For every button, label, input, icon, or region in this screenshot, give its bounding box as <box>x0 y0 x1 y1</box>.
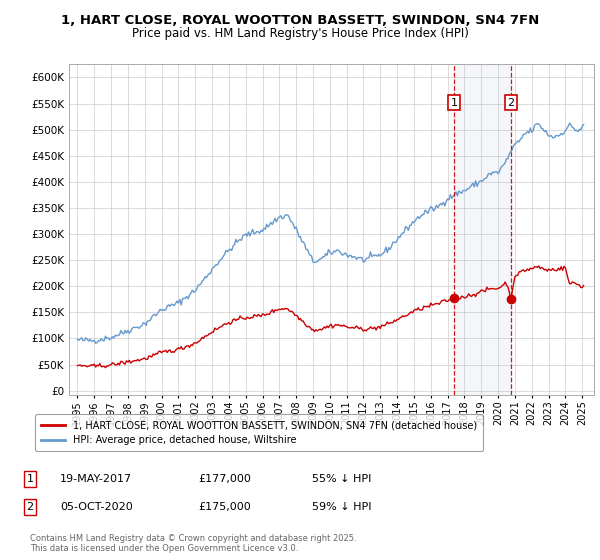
Bar <box>454 64 511 395</box>
Legend: 1, HART CLOSE, ROYAL WOOTTON BASSETT, SWINDON, SN4 7FN (detached house), HPI: Av: 1, HART CLOSE, ROYAL WOOTTON BASSETT, SW… <box>35 414 483 451</box>
Text: 55% ↓ HPI: 55% ↓ HPI <box>312 474 371 484</box>
Text: 1, HART CLOSE, ROYAL WOOTTON BASSETT, SWINDON, SN4 7FN: 1, HART CLOSE, ROYAL WOOTTON BASSETT, SW… <box>61 14 539 27</box>
Text: Contains HM Land Registry data © Crown copyright and database right 2025.
This d: Contains HM Land Registry data © Crown c… <box>30 534 356 553</box>
Text: 19-MAY-2017: 19-MAY-2017 <box>60 474 132 484</box>
Text: 1: 1 <box>26 474 34 484</box>
Text: 05-OCT-2020: 05-OCT-2020 <box>60 502 133 512</box>
Text: 2: 2 <box>26 502 34 512</box>
Text: 1: 1 <box>451 97 458 108</box>
Text: Price paid vs. HM Land Registry's House Price Index (HPI): Price paid vs. HM Land Registry's House … <box>131 27 469 40</box>
Text: 59% ↓ HPI: 59% ↓ HPI <box>312 502 371 512</box>
Text: £175,000: £175,000 <box>198 502 251 512</box>
Text: £177,000: £177,000 <box>198 474 251 484</box>
Text: 2: 2 <box>508 97 514 108</box>
